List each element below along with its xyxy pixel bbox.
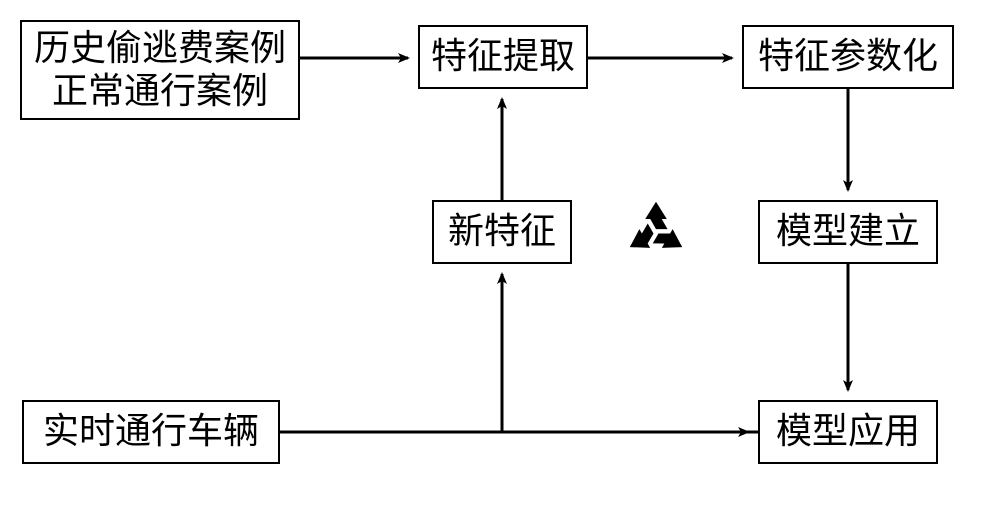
node-feature-extract-label: 特征提取 — [431, 35, 575, 78]
node-model-build: 模型建立 — [758, 200, 938, 264]
node-feature-param-label: 特征参数化 — [758, 35, 938, 78]
node-history: 历史偷逃费案例 正常通行案例 — [20, 20, 300, 120]
edge-model-apply-to-new-feature — [502, 274, 758, 432]
node-feature-param: 特征参数化 — [742, 25, 954, 89]
node-model-build-label: 模型建立 — [776, 210, 920, 253]
node-realtime-label: 实时通行车辆 — [43, 410, 259, 453]
node-feature-extract: 特征提取 — [418, 25, 588, 89]
node-model-apply: 模型应用 — [758, 400, 938, 464]
node-model-apply-label: 模型应用 — [776, 410, 920, 453]
node-new-feature-label: 新特征 — [448, 210, 556, 253]
node-new-feature: 新特征 — [432, 200, 572, 264]
recycle-icon — [620, 196, 692, 268]
node-history-line2: 正常通行案例 — [34, 70, 286, 113]
node-history-line1: 历史偷逃费案例 — [34, 27, 286, 70]
node-realtime: 实时通行车辆 — [22, 400, 280, 464]
